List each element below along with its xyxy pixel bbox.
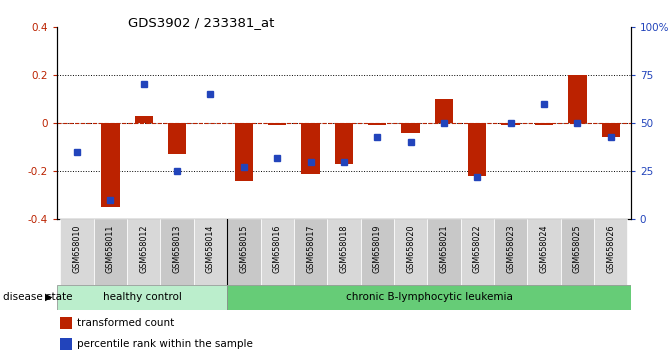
Text: GSM658026: GSM658026 <box>606 225 615 273</box>
Bar <box>535 123 553 125</box>
Bar <box>468 123 486 176</box>
Bar <box>394 219 427 285</box>
Text: GSM658023: GSM658023 <box>506 225 515 273</box>
Bar <box>327 219 360 285</box>
Bar <box>94 219 127 285</box>
Bar <box>568 75 586 123</box>
Bar <box>260 219 294 285</box>
Bar <box>60 338 72 350</box>
Text: GSM658011: GSM658011 <box>106 225 115 273</box>
Bar <box>168 123 187 154</box>
Text: GSM658012: GSM658012 <box>140 225 148 273</box>
Bar <box>360 219 394 285</box>
Text: transformed count: transformed count <box>77 318 174 327</box>
Text: percentile rank within the sample: percentile rank within the sample <box>77 339 253 349</box>
Bar <box>60 316 72 329</box>
Text: GSM658019: GSM658019 <box>373 225 382 273</box>
Bar <box>561 219 594 285</box>
Bar <box>227 285 631 310</box>
Bar <box>501 123 520 125</box>
Bar <box>268 123 287 125</box>
Bar <box>60 219 94 285</box>
Bar <box>368 123 386 125</box>
Text: GSM658010: GSM658010 <box>72 225 82 273</box>
Bar <box>135 116 153 123</box>
Bar <box>101 123 119 207</box>
Bar <box>494 219 527 285</box>
Text: healthy control: healthy control <box>103 292 182 302</box>
Text: ▶: ▶ <box>45 292 52 302</box>
Text: GSM658015: GSM658015 <box>240 225 248 273</box>
Bar <box>194 219 227 285</box>
Bar <box>335 123 353 164</box>
Bar <box>594 219 627 285</box>
Text: GSM658025: GSM658025 <box>573 225 582 273</box>
Bar <box>460 219 494 285</box>
Text: GSM658013: GSM658013 <box>172 225 182 273</box>
Bar <box>527 219 561 285</box>
Text: GSM658022: GSM658022 <box>473 225 482 273</box>
Text: GSM658016: GSM658016 <box>272 225 282 273</box>
Text: GSM658024: GSM658024 <box>539 225 548 273</box>
Bar <box>427 219 460 285</box>
Text: GSM658021: GSM658021 <box>440 225 448 273</box>
Bar <box>301 123 319 174</box>
Text: GDS3902 / 233381_at: GDS3902 / 233381_at <box>128 16 274 29</box>
Bar <box>160 219 194 285</box>
Text: GSM658014: GSM658014 <box>206 225 215 273</box>
Bar <box>602 123 620 137</box>
Text: GSM658018: GSM658018 <box>340 225 348 273</box>
Text: chronic B-lymphocytic leukemia: chronic B-lymphocytic leukemia <box>346 292 513 302</box>
Text: disease state: disease state <box>3 292 73 302</box>
Text: GSM658020: GSM658020 <box>406 225 415 273</box>
Bar <box>57 285 227 310</box>
Bar <box>227 219 260 285</box>
Bar <box>435 99 453 123</box>
Bar <box>294 219 327 285</box>
Bar <box>235 123 253 181</box>
Text: GSM658017: GSM658017 <box>306 225 315 273</box>
Bar <box>127 219 160 285</box>
Bar <box>401 123 420 133</box>
